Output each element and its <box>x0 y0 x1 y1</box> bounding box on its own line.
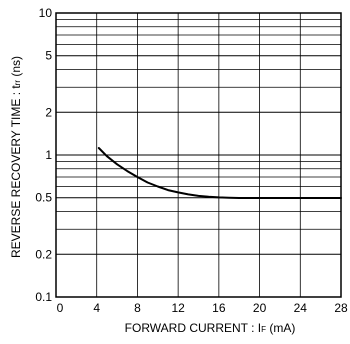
x-tick-label: 24 <box>294 301 308 315</box>
series-line <box>97 147 342 199</box>
x-tick-label: 4 <box>93 301 100 315</box>
y-tick-label: 1 <box>45 148 52 162</box>
x-axis-label: FORWARD CURRENT : IF (mA) <box>125 321 296 335</box>
x-axis-label-unit: (mA) <box>266 321 295 335</box>
x-tick-label: 28 <box>334 301 348 315</box>
grid <box>56 13 341 297</box>
y-axis-label: REVERSE RECOVERY TIME : trr (ns) <box>9 56 23 258</box>
x-tick-label: 20 <box>253 301 267 315</box>
y-axis-label-unit: (ns) <box>9 56 23 80</box>
y-tick-label: 10 <box>39 6 53 20</box>
x-tick-label: 8 <box>134 301 141 315</box>
y-tick-label: 0.1 <box>35 290 52 304</box>
y-axis-label-main: REVERSE RECOVERY TIME : t <box>9 85 23 258</box>
x-axis-label-sub: F <box>261 325 266 334</box>
x-tick-label: 0 <box>57 301 64 315</box>
y-tick-label: 0.2 <box>35 247 52 261</box>
x-axis-label-main: FORWARD CURRENT : I <box>125 321 261 335</box>
x-tick-label: 16 <box>212 301 226 315</box>
y-tick-label: 5 <box>45 49 52 63</box>
x-tick-label: 12 <box>171 301 185 315</box>
y-tick-label: 2 <box>45 105 52 119</box>
plot-frame <box>55 12 342 298</box>
y-axis-label-sub: rr <box>13 80 22 86</box>
y-tick-label: 0.5 <box>35 191 52 205</box>
curves <box>97 147 342 199</box>
